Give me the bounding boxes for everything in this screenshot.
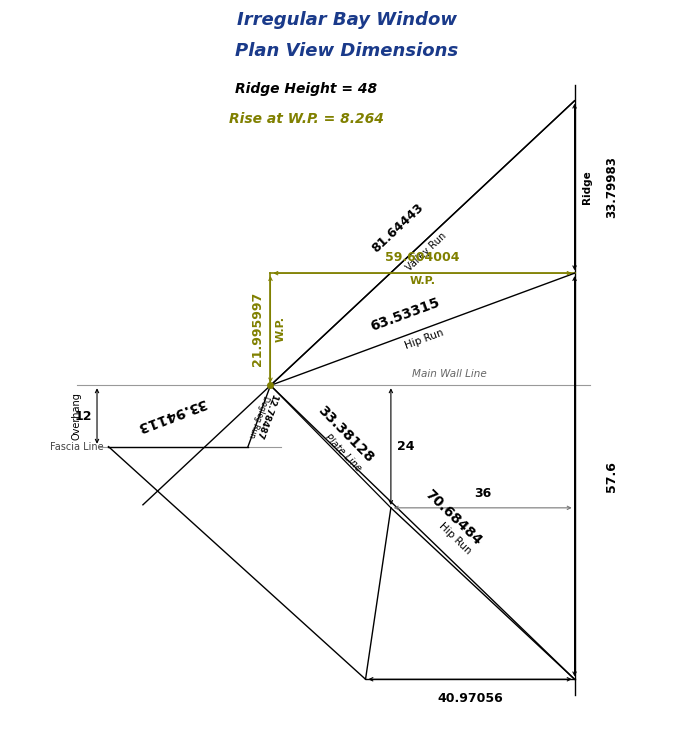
Text: Hip Run: Hip Run <box>403 327 445 351</box>
Text: 33.94113: 33.94113 <box>135 395 208 434</box>
Text: 24: 24 <box>397 440 414 453</box>
Text: 33.79983: 33.79983 <box>605 156 618 218</box>
Text: Overhang: Overhang <box>71 392 82 440</box>
Text: 59.604004: 59.604004 <box>385 251 459 264</box>
Text: 12: 12 <box>74 410 92 423</box>
Text: W.P.: W.P. <box>409 276 436 285</box>
Text: Rise at W.P. = 8.264: Rise at W.P. = 8.264 <box>229 112 384 126</box>
Text: 40.97056: 40.97056 <box>437 692 503 705</box>
Text: Plate Line: Plate Line <box>322 432 363 473</box>
Text: Ridge: Ridge <box>582 170 592 204</box>
Text: Main Wall Line: Main Wall Line <box>412 369 486 380</box>
Text: Fascia Line: Fascia Line <box>50 442 103 452</box>
Text: 63.53315: 63.53315 <box>368 296 441 334</box>
Text: Plan View Dimensions: Plan View Dimensions <box>235 42 459 60</box>
Text: Hip Run: Hip Run <box>437 520 473 556</box>
Text: 21.995997: 21.995997 <box>251 292 264 366</box>
Text: Irregular Bay Window: Irregular Bay Window <box>237 12 457 29</box>
Text: 36: 36 <box>474 487 491 500</box>
Text: 81.64443: 81.64443 <box>369 201 426 256</box>
Text: 12.78487: 12.78487 <box>253 392 278 440</box>
Text: 33.38128: 33.38128 <box>315 403 377 465</box>
Text: Ridge Height = 48: Ridge Height = 48 <box>235 82 378 96</box>
Text: Valley Run: Valley Run <box>404 231 448 273</box>
Text: Dogleg Run: Dogleg Run <box>247 393 271 438</box>
Text: W.P.: W.P. <box>276 316 285 342</box>
Text: 57.6: 57.6 <box>605 461 618 492</box>
Text: 70.68484: 70.68484 <box>422 487 484 548</box>
